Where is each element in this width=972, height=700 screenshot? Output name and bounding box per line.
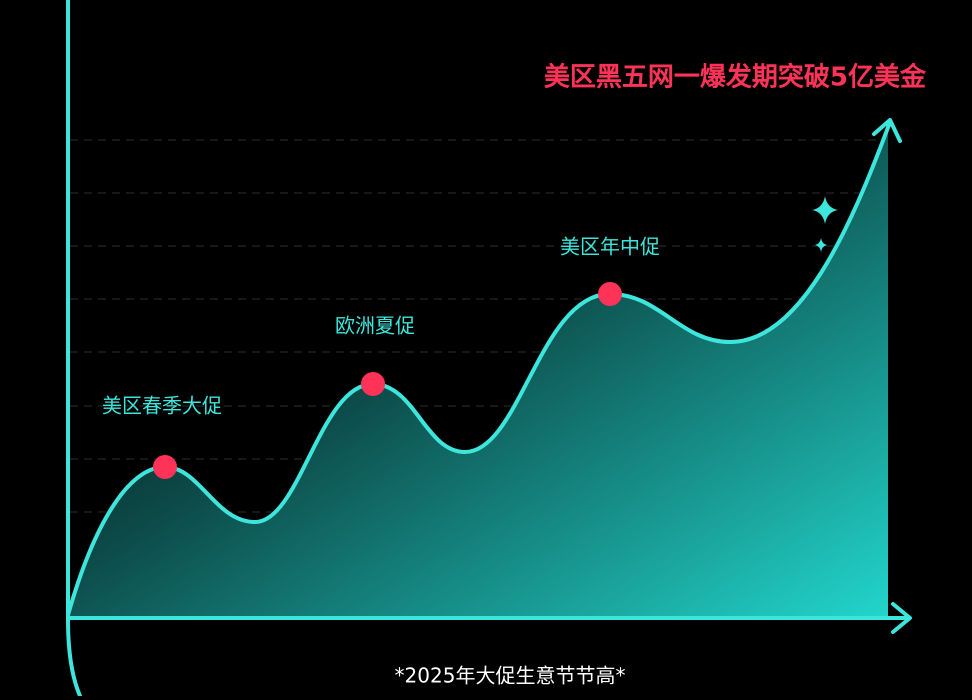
- x-axis: [66, 602, 912, 634]
- milestone-label: 欧洲夏促: [335, 314, 415, 338]
- milestone-dot: [598, 282, 622, 306]
- growth-curve: [66, 118, 902, 617]
- milestone-label: 美区春季大促: [102, 394, 222, 418]
- headline: 美区黑五网一爆发期突破5亿美金: [544, 62, 927, 93]
- milestone-dot: [361, 372, 385, 396]
- y-axis: [66, 0, 82, 698]
- footnote: *2025年大促生意节节高*: [395, 664, 626, 688]
- sparkle: [815, 238, 827, 252]
- growth-area: [68, 127, 888, 618]
- sparkle: [812, 196, 838, 224]
- milestone-label: 美区年中促: [560, 235, 660, 259]
- milestone-dot: [153, 455, 177, 479]
